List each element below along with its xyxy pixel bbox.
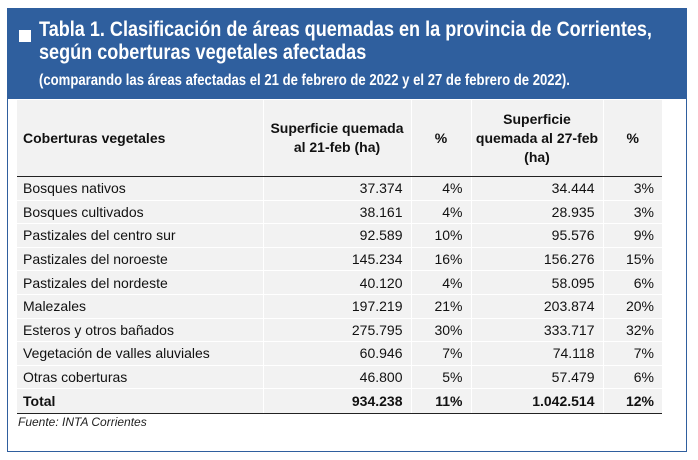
table-total-row: Total 934.238 11% 1.042.514 12% [17,388,662,415]
row-label: Vegetación de valles aluviales [17,341,264,366]
cell-percent-27feb: 6% [603,365,662,390]
column-header-superficie-21feb: Superficie quemada al 21-feb (ha) [263,100,412,177]
cell-percent-27feb: 6% [603,270,662,295]
column-header-percent-27feb: % [603,100,662,177]
table-title: Tabla 1. Clasificación de áreas quemadas… [39,18,652,64]
table-row: Pastizales del nordeste 40.120 4% 58.095… [17,270,662,295]
cell-percent-27feb: 7% [603,341,662,366]
table-row: Pastizales del noroeste 145.234 16% 156.… [17,247,662,272]
cell-percent-21feb: 10% [411,223,472,248]
table-row: Esteros y otros bañados 275.795 30% 333.… [17,318,662,343]
cell-area-21feb: 60.946 [263,341,412,366]
source-note: Fuente: INTA Corrientes [18,415,147,429]
row-label: Pastizales del nordeste [17,270,264,295]
column-header-coberturas: Coberturas vegetales [17,100,264,177]
cell-percent-21feb: 4% [411,176,472,201]
row-label: Pastizales del noroeste [17,247,264,272]
cell-percent-27feb: 20% [603,294,662,319]
row-label: Esteros y otros bañados [17,318,264,343]
cell-area-21feb: 145.234 [263,247,412,272]
total-area-21feb: 934.238 [263,388,412,415]
cell-area-27feb: 28.935 [471,200,604,225]
data-table-container: Coberturas vegetales Superficie quemada … [17,100,662,415]
cell-area-21feb: 46.800 [263,365,412,390]
cell-percent-21feb: 21% [411,294,472,319]
cell-percent-21feb: 4% [411,200,472,225]
cell-area-27feb: 203.874 [471,294,604,319]
cell-area-21feb: 37.374 [263,176,412,201]
table-header-row: Coberturas vegetales Superficie quemada … [17,100,662,177]
total-percent-21feb: 11% [411,388,472,415]
cell-area-27feb: 58.095 [471,270,604,295]
total-label: Total [17,388,264,415]
cell-percent-21feb: 7% [411,341,472,366]
cell-area-27feb: 57.479 [471,365,604,390]
cell-percent-21feb: 4% [411,270,472,295]
cell-percent-27feb: 3% [603,200,662,225]
cell-area-21feb: 275.795 [263,318,412,343]
data-table: Coberturas vegetales Superficie quemada … [17,100,662,415]
bullet-square-icon [19,30,31,42]
table-row: Bosques nativos 37.374 4% 34.444 3% [17,176,662,201]
row-label: Otras coberturas [17,365,264,390]
title-banner: Tabla 1. Clasificación de áreas quemadas… [8,9,686,99]
table-row: Malezales 197.219 21% 203.874 20% [17,294,662,319]
cell-percent-27feb: 3% [603,176,662,201]
row-label: Bosques cultivados [17,200,264,225]
cell-area-27feb: 156.276 [471,247,604,272]
column-header-percent-21feb: % [411,100,472,177]
cell-area-27feb: 333.717 [471,318,604,343]
table-subtitle: (comparando las áreas afectadas el 21 de… [39,72,570,89]
cell-area-27feb: 95.576 [471,223,604,248]
table-row: Otras coberturas 46.800 5% 57.479 6% [17,365,662,390]
table-row: Pastizales del centro sur 92.589 10% 95.… [17,223,662,248]
total-area-27feb: 1.042.514 [471,388,604,415]
row-label: Bosques nativos [17,176,264,201]
total-percent-27feb: 12% [603,388,662,415]
cell-percent-27feb: 9% [603,223,662,248]
cell-percent-27feb: 15% [603,247,662,272]
cell-percent-27feb: 32% [603,318,662,343]
cell-percent-21feb: 16% [411,247,472,272]
column-header-superficie-27feb: Superficie quemada al 27-feb (ha) [471,100,604,177]
row-label: Malezales [17,294,264,319]
cell-area-21feb: 40.120 [263,270,412,295]
cell-area-27feb: 34.444 [471,176,604,201]
cell-area-21feb: 92.589 [263,223,412,248]
cell-area-21feb: 38.161 [263,200,412,225]
cell-percent-21feb: 30% [411,318,472,343]
row-label: Pastizales del centro sur [17,223,264,248]
cell-area-27feb: 74.118 [471,341,604,366]
table-row: Vegetación de valles aluviales 60.946 7%… [17,341,662,366]
cell-percent-21feb: 5% [411,365,472,390]
table-row: Bosques cultivados 38.161 4% 28.935 3% [17,200,662,225]
cell-area-21feb: 197.219 [263,294,412,319]
